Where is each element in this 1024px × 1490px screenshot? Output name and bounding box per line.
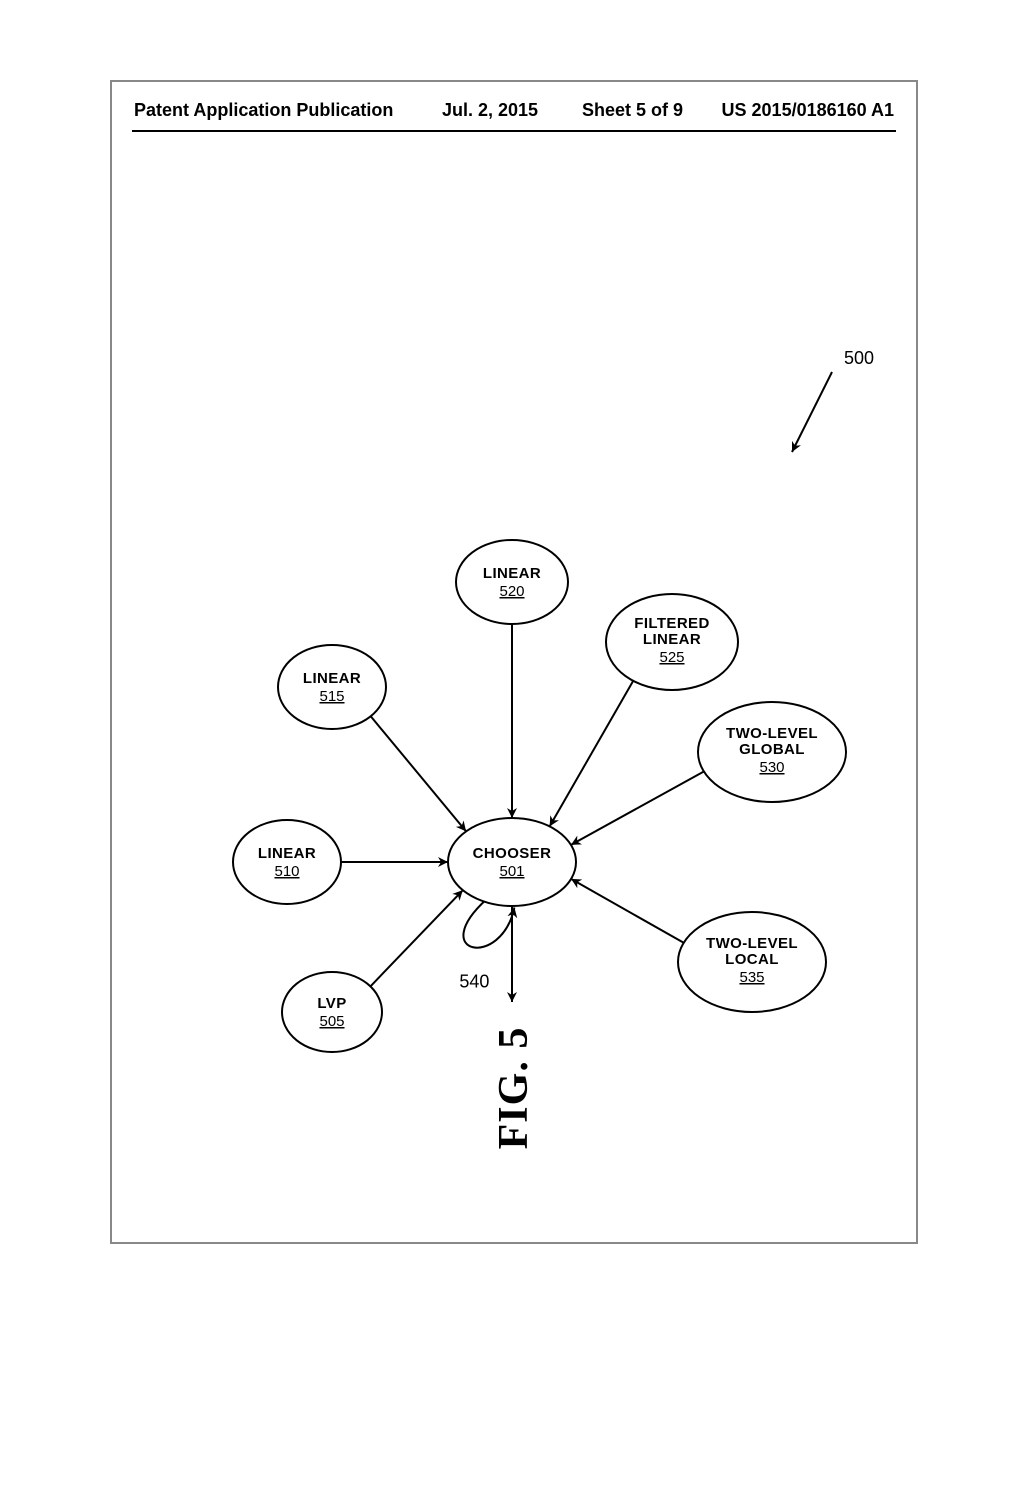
node-505-label: LVP — [317, 995, 346, 1012]
node-530-label-line1: TWO-LEVEL — [726, 725, 818, 742]
pub-number: US 2015/0186160 A1 — [722, 100, 894, 121]
page-header: Patent Application Publication Jul. 2, 2… — [112, 100, 916, 140]
node-505 — [282, 972, 382, 1052]
node-525-label-line1: FILTERED — [634, 615, 709, 632]
diagram-ref-pointer — [792, 372, 832, 452]
node-520 — [456, 540, 568, 624]
node-515 — [278, 645, 386, 729]
node-525-id: 525 — [659, 649, 684, 666]
page-frame: Patent Application Publication Jul. 2, 2… — [110, 80, 918, 1244]
pub-date: Jul. 2, 2015 — [442, 100, 538, 121]
edge-515-to-chooser — [371, 716, 466, 831]
node-505-id: 505 — [319, 1013, 344, 1030]
edge-530-to-chooser — [571, 771, 704, 844]
diagram-ref-number: 500 — [844, 348, 874, 368]
node-510 — [233, 820, 341, 904]
edge-535-to-chooser — [571, 879, 684, 943]
node-515-label: LINEAR — [303, 670, 361, 687]
figure-title: FIG. 5 — [490, 686, 538, 1490]
node-535-label-line1: TWO-LEVEL — [706, 935, 798, 952]
node-510-id: 510 — [274, 863, 299, 880]
loop-ref-label: 540 — [459, 971, 489, 991]
node-530-label-line2: GLOBAL — [739, 741, 805, 758]
pub-type: Patent Application Publication — [134, 100, 393, 121]
header-rule — [132, 130, 896, 132]
sheet-number: Sheet 5 of 9 — [582, 100, 683, 121]
node-510-label: LINEAR — [258, 845, 316, 862]
edge-505-to-chooser — [370, 890, 462, 986]
node-520-label: LINEAR — [483, 565, 541, 582]
node-520-id: 520 — [499, 583, 524, 600]
edge-525-to-chooser — [550, 681, 634, 827]
node-535-id: 535 — [739, 969, 764, 986]
node-525-label-line2: LINEAR — [643, 631, 701, 648]
node-530-id: 530 — [759, 759, 784, 776]
node-535-label-line2: LOCAL — [725, 951, 779, 968]
node-515-id: 515 — [319, 688, 344, 705]
